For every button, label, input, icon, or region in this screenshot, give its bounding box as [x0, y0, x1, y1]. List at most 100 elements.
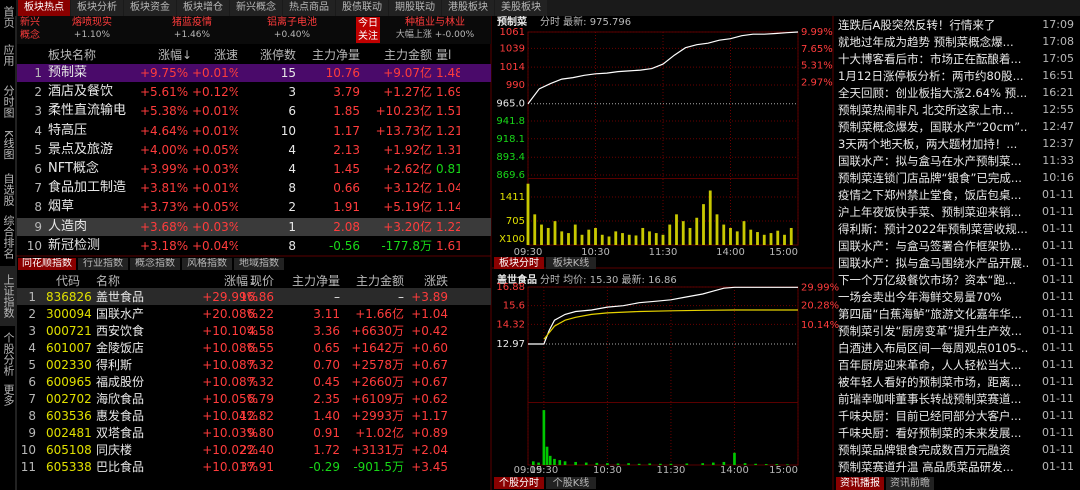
strip-name[interactable]: 熔喷现实 [72, 17, 112, 28]
top-tab[interactable]: 港股板块 [442, 0, 494, 16]
top-tab[interactable]: 美股板块 [495, 0, 547, 16]
table-header[interactable]: 名称 [96, 274, 121, 288]
table-header[interactable]: 涨幅↓ [223, 274, 258, 288]
table-header[interactable]: 主力金额 [383, 48, 432, 62]
table-header[interactable]: 涨跌 [423, 274, 448, 288]
chart-subtitle: 分时 均价: 15.30 最新: 16.86 [540, 273, 677, 286]
table-header[interactable]: 涨停数 [259, 48, 296, 62]
news-title[interactable]: 国联水产：拟与盒马围绕水产品开展... [838, 256, 1028, 270]
news-title[interactable]: 千味央厨：目前已经同部分大客户... [838, 409, 1022, 423]
sector-name[interactable]: 人造肉 [48, 218, 88, 234]
news-title[interactable]: 就地过年成为趋势 预制菜概念爆... [838, 35, 1014, 49]
top-tab[interactable]: 期股联动 [389, 0, 441, 16]
top-tab[interactable]: 热点商品 [283, 0, 335, 16]
news-title[interactable]: 3天两个地天板，两大题材加持！... [838, 137, 1018, 151]
news-title[interactable]: 1月12日涨停板分析：两市约80股... [838, 69, 1024, 83]
news-title[interactable]: 预制菜概念爆发，国联水产“20cm”... [838, 120, 1028, 134]
table-header[interactable]: 主力金额 [355, 274, 404, 288]
table-header[interactable]: 主力净量 [291, 274, 340, 288]
index-tab[interactable]: 同花顺指数 [18, 258, 76, 270]
sector-name[interactable]: 特高压 [48, 122, 88, 138]
sector-name[interactable]: 烟草 [48, 199, 75, 215]
table-cell: 1.48 [436, 66, 460, 80]
news-title[interactable]: 国联水产：拟与盒马在水产预制菜... [838, 154, 1022, 168]
sidebar-item[interactable]: 分时图 [2, 84, 15, 118]
table-header[interactable]: 涨速 [213, 48, 238, 62]
top-tab[interactable]: 板块资金 [124, 0, 176, 16]
stock-name[interactable]: 国联水产 [96, 307, 145, 321]
index-tab[interactable]: 行业指数 [78, 258, 128, 270]
top-tab[interactable]: 板块增仓 [177, 0, 229, 16]
stock-name[interactable]: 海欣食品 [96, 392, 145, 406]
news-tab[interactable]: 资讯播报 [836, 477, 884, 490]
strip-name[interactable]: 铝离子电池 [267, 17, 317, 28]
stock-name[interactable]: 双塔食品 [96, 426, 145, 440]
news-title[interactable]: 预制菜引发“厨房变革”提升生产效... [838, 324, 1022, 338]
news-title[interactable]: 沪上年夜饭快手菜、预制菜迎来销... [838, 205, 1022, 219]
stock-name[interactable]: 西安饮食 [96, 324, 145, 338]
news-title[interactable]: 预制菜连锁门店品牌“银食”已完成... [838, 171, 1022, 185]
volume-bar [715, 214, 719, 245]
stock-name[interactable]: 同庆楼 [96, 443, 133, 457]
strip-name[interactable]: 猪蓝疫情 [172, 17, 212, 28]
stock-name[interactable]: 福成股份 [96, 375, 145, 389]
index-tab[interactable]: 概念指数 [130, 258, 180, 270]
table-header[interactable]: 涨幅↓ [157, 48, 192, 62]
sector-name[interactable]: 景点及旅游 [48, 141, 114, 157]
news-title[interactable]: 疫情之下郑州禁止堂食，饭店包桌... [838, 188, 1022, 202]
news-title[interactable]: 连跌后A股突然反转！行情来了 [838, 18, 996, 32]
sector-name[interactable]: 柔性直流输电 [48, 103, 127, 119]
stock-name[interactable]: 盖世食品 [96, 290, 145, 304]
table-header[interactable]: 板块名称 [48, 48, 97, 62]
news-title[interactable]: 全天回顾：创业板指大涨2.64% 预... [838, 86, 1028, 100]
news-title[interactable]: 十大博客看后市：市场正在酝酿着... [838, 52, 1022, 66]
news-tab[interactable]: 资讯前瞻 [886, 477, 934, 490]
sector-name[interactable]: 食品加工制造 [48, 180, 127, 196]
news-title[interactable]: 预制菜赛道升温 高品质菜品研发... [838, 460, 1014, 474]
table-cell: +3.99% [140, 162, 188, 176]
chart-tab[interactable]: 个股K线 [553, 476, 590, 489]
stock-name[interactable]: 得利斯 [96, 358, 133, 372]
sector-name[interactable]: 酒店及餐饮 [48, 84, 114, 100]
sidebar-item[interactable]: 综合排名 [2, 215, 15, 259]
index-tab[interactable]: 风格指数 [182, 258, 232, 270]
top-tab[interactable]: 新兴概念 [230, 0, 282, 16]
stock-name[interactable]: 巴比食品 [96, 460, 145, 474]
sidebar-item[interactable]: 首页 [2, 6, 15, 28]
chart-tab[interactable]: 板块分时 [499, 256, 539, 269]
news-title[interactable]: 第四届“白蕉海鲈”旅游文化嘉年华... [838, 307, 1022, 321]
chart-tab[interactable]: 板块K线 [553, 256, 590, 269]
index-tab[interactable]: 地域指数 [234, 258, 284, 270]
news-title[interactable]: 国联水产：与盒马签署合作框架协... [838, 239, 1022, 253]
stock-name[interactable]: 金陵饭店 [96, 341, 145, 355]
sidebar-item[interactable]: 更多 [2, 384, 15, 406]
news-title[interactable]: 预制菜热闹非凡 北交所这家上市... [838, 103, 1014, 117]
news-title[interactable]: 下一个万亿级餐饮市场？资本“跑... [838, 273, 1016, 287]
table-header[interactable]: 量l [436, 48, 452, 62]
sector-name[interactable]: NFT概念 [48, 161, 99, 176]
table-header[interactable]: 代码 [56, 274, 81, 288]
sidebar-item[interactable]: K线图 [2, 130, 15, 160]
sidebar-item[interactable]: 应用 [2, 44, 15, 66]
stock-name[interactable]: 惠发食品 [96, 409, 145, 423]
top-tab[interactable]: 股债联动 [336, 0, 388, 16]
news-title[interactable]: 前瑞幸咖啡董事长转战预制菜赛道... [838, 392, 1022, 406]
sector-name[interactable]: 新冠检测 [48, 237, 101, 253]
news-title[interactable]: 白酒进入布局区间—每周观点0105-... [838, 341, 1028, 355]
top-tab[interactable]: 板块分析 [71, 0, 123, 16]
sector-name[interactable]: 预制菜 [48, 65, 88, 80]
chart-tab[interactable]: 个股分时 [499, 477, 539, 489]
top-tab[interactable]: 板块热点 [18, 0, 70, 16]
news-title[interactable]: 一场会卖出今年海鲜交易量70% [838, 290, 1002, 304]
news-title[interactable]: 预制菜品牌银食完成数百万元融资 [838, 443, 1011, 457]
news-title[interactable]: 百年厨房迎来革命，人人轻松当大... [838, 358, 1022, 372]
news-title[interactable]: 千味央厨：看好预制菜的未来发展... [838, 426, 1022, 440]
sidebar-item[interactable]: 自选股 [2, 172, 15, 206]
sidebar-item[interactable]: 上证指数 [0, 266, 16, 326]
news-title[interactable]: 被年轻人看好的预制菜市场，距离... [838, 375, 1022, 389]
focus-label[interactable]: 今日关注 [356, 17, 380, 43]
table-header[interactable]: 主力净量 [311, 48, 360, 62]
table-header[interactable]: 现价 [249, 274, 274, 288]
news-title[interactable]: 得利斯：预计2022年预制菜营收规... [838, 222, 1028, 236]
sidebar-item[interactable]: 个股分析 [2, 332, 15, 376]
